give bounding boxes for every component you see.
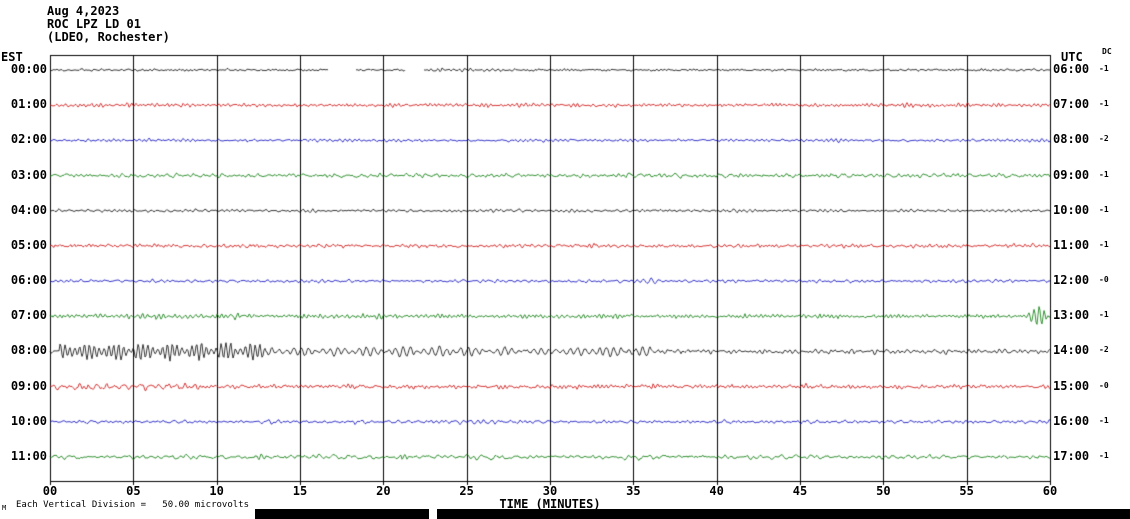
- trace-right-time-label: 16:00: [1053, 413, 1090, 428]
- right-timezone-label: UTC: [1061, 50, 1083, 64]
- trace-dc-value: -1: [1099, 99, 1109, 109]
- trace-left-time-label: 09:00: [10, 378, 47, 393]
- trace-left-time-label: 10:00: [10, 413, 47, 428]
- trace-right-time-label: 07:00: [1053, 97, 1090, 112]
- header-date: Aug 4,2023: [47, 4, 120, 18]
- header-location: (LDEO, Rochester): [47, 30, 170, 44]
- x-tick-label: 10: [209, 484, 224, 498]
- trace-dc-value: -2: [1099, 345, 1109, 355]
- trace-right-time-label: 06:00: [1053, 62, 1090, 76]
- x-tick-label: 35: [626, 484, 641, 498]
- trace-dc-value: -1: [1099, 415, 1109, 425]
- corner-mark: M: [2, 504, 7, 512]
- trace-right-time-label: 17:00: [1053, 448, 1090, 463]
- left-timezone-label: EST: [1, 50, 23, 64]
- trace-dc-value: -1: [1099, 64, 1109, 73]
- trace-left-time-label: 03:00: [10, 167, 47, 182]
- trace-left-time-label: 11:00: [10, 448, 47, 463]
- trace-right-time-label: 08:00: [1053, 132, 1090, 147]
- trace-right-time-label: 12:00: [1053, 273, 1090, 288]
- trace-left-time-label: 06:00: [10, 273, 47, 288]
- trace-dc-value: -0: [1099, 380, 1109, 390]
- trace-dc-value: -1: [1099, 169, 1109, 179]
- x-tick-label: 50: [876, 484, 891, 498]
- trace-right-time-label: 15:00: [1053, 378, 1090, 393]
- trace-left-time-label: 07:00: [10, 308, 47, 323]
- trace-right-time-label: 10:00: [1053, 202, 1090, 217]
- trace-dc-value: -1: [1099, 204, 1109, 214]
- x-tick-label: 60: [1042, 484, 1058, 498]
- header-station: ROC LPZ LD 01: [47, 17, 141, 31]
- trace-right-time-label: 13:00: [1053, 308, 1090, 323]
- bottom-bar: [437, 509, 1130, 519]
- trace-left-time-label: 02:00: [10, 132, 47, 147]
- trace-right-time-label: 11:00: [1053, 237, 1090, 252]
- trace-dc-value: -1: [1099, 310, 1109, 320]
- x-tick-label: 05: [126, 484, 141, 498]
- trace-right-time-label: 14:00: [1053, 343, 1090, 358]
- trace-left-time-label: 05:00: [10, 237, 47, 252]
- trace-dc-value: -0: [1099, 275, 1109, 285]
- trace-right-time-label: 09:00: [1053, 167, 1090, 182]
- trace-left-time-label: 04:00: [10, 202, 47, 217]
- x-tick-label: 55: [959, 484, 974, 498]
- x-tick-label: 25: [459, 484, 474, 498]
- trace-dc-value: -2: [1099, 134, 1109, 144]
- x-tick-label: 20: [376, 484, 391, 498]
- trace-dc-value: -1: [1099, 450, 1109, 460]
- trace-dc-value: -1: [1099, 239, 1109, 249]
- x-tick-label: 15: [292, 484, 308, 498]
- trace-left-time-label: 01:00: [10, 97, 47, 112]
- trace-left-time-label: 08:00: [10, 343, 47, 358]
- bottom-bar: [255, 509, 429, 519]
- x-tick-label: 30: [542, 484, 558, 498]
- x-tick-label: 40: [709, 484, 724, 498]
- x-tick-label: 45: [792, 484, 808, 498]
- x-axis-title: TIME (MINUTES): [499, 497, 601, 511]
- x-tick-label: 00: [42, 484, 58, 498]
- trace-left-time-label: 00:00: [10, 62, 47, 76]
- dc-column-label: DC: [1102, 47, 1112, 56]
- scale-note: Each Vertical Division = 50.00 microvolt…: [16, 500, 249, 510]
